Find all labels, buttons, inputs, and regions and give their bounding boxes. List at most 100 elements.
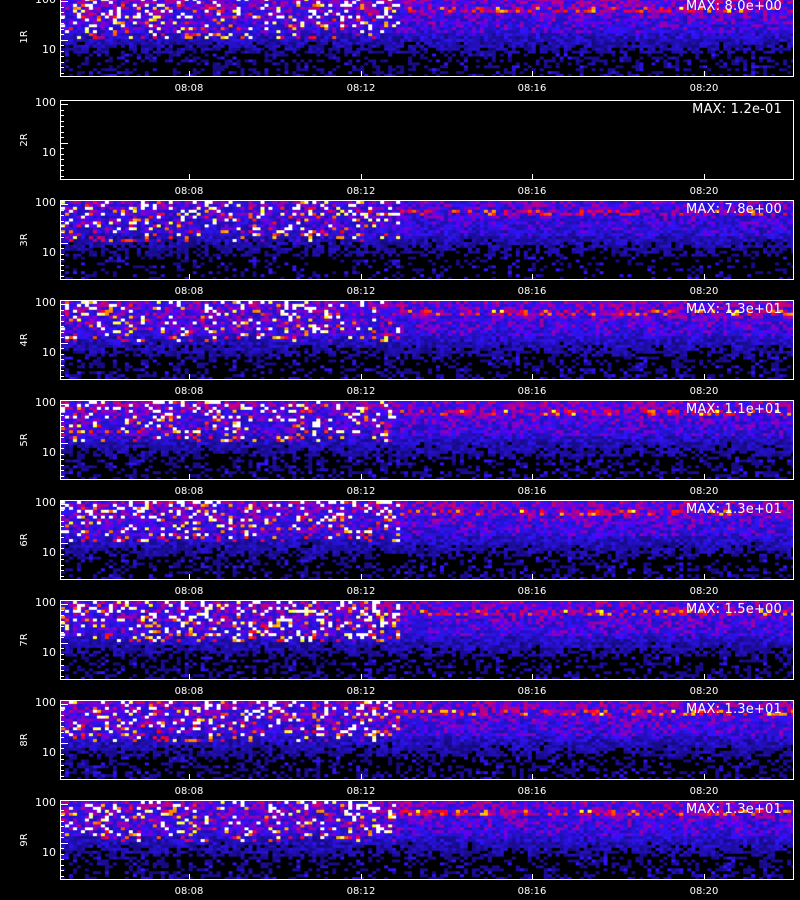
y-tick-mark (60, 620, 64, 622)
max-label: MAX: 7.8e+00 (685, 202, 782, 217)
x-tick-label: 08:20 (689, 686, 719, 697)
max-label: MAX: 1.3e+01 (685, 502, 782, 517)
y-tick-mark (60, 475, 64, 477)
x-tick-label: 08:20 (689, 286, 719, 297)
x-tick-mark (189, 274, 190, 280)
max-label: MAX: 1.5e+00 (685, 602, 782, 617)
x-tick-mark (532, 174, 533, 180)
y-tick-mark (60, 67, 64, 68)
y-tick-mark (60, 642, 68, 644)
y-tick-mark (60, 804, 68, 805)
x-tick-mark (189, 774, 190, 780)
y-tick-mark (60, 275, 64, 277)
panel-7R: 7R 100 10 08:08 08:12 08:16 08:20 MAX: 1.5e+00 (0, 596, 800, 700)
y-tick-mark (60, 437, 64, 438)
y-tick-label: 100 (35, 796, 56, 809)
y-tick-mark (60, 270, 64, 271)
x-tick-label: 08:12 (346, 186, 376, 197)
y-tick-mark (60, 631, 64, 633)
panel-label: 9R (19, 833, 31, 847)
x-tick-label: 08:20 (689, 486, 719, 497)
heatmap-plot (60, 800, 794, 880)
y-tick-mark (60, 370, 64, 371)
x-tick-label: 08:12 (346, 686, 376, 697)
heatmap-canvas (61, 601, 793, 679)
y-tick-mark (60, 709, 64, 711)
y-tick-label: 100 (35, 196, 56, 209)
x-tick-label: 08:08 (174, 83, 204, 94)
y-tick-mark (60, 648, 64, 649)
y-tick-mark (60, 609, 64, 611)
panel-label: 2R (19, 133, 31, 147)
x-tick-label: 08:16 (517, 386, 547, 397)
x-tick-mark (361, 174, 362, 180)
x-tick-label: 08:20 (689, 886, 719, 897)
x-tick-mark (704, 574, 705, 580)
y-tick-mark (60, 870, 64, 871)
x-tick-mark (189, 374, 190, 380)
y-tick-label: 100 (35, 596, 56, 609)
y-tick-mark (60, 504, 68, 505)
y-tick-mark (60, 6, 64, 8)
y-tick-mark (60, 237, 64, 238)
x-tick-label: 08:20 (689, 586, 719, 597)
x-tick-mark (361, 574, 362, 580)
max-label: MAX: 1.3e+01 (685, 802, 782, 817)
heatmap-plot (60, 200, 794, 280)
y-tick-mark (60, 264, 64, 266)
y-tick-mark (60, 331, 64, 333)
x-tick-label: 08:16 (517, 786, 547, 797)
y-tick-mark (60, 748, 64, 749)
heatmap-plot (60, 600, 794, 680)
y-tick-mark (60, 375, 64, 377)
heatmap-plot (60, 400, 794, 480)
y-tick-label: 10 (42, 846, 56, 859)
panel-2R: 2R 100 10 08:08 08:12 08:16 08:20 MAX: 1.2e-01 (0, 96, 800, 200)
x-tick-label: 08:12 (346, 486, 376, 497)
y-tick-mark (60, 226, 64, 227)
y-tick-mark (60, 570, 64, 571)
panel-1R: 1R 100 10 08:08 08:12 08:16 08:20 MAX: 8.0e+00 (0, 0, 800, 97)
panel-8R: 8R 100 10 08:08 08:12 08:16 08:20 MAX: 1.3e+01 (0, 696, 800, 800)
panel-4R: 4R 100 10 08:08 08:12 08:16 08:20 MAX: 1.3e+01 (0, 296, 800, 400)
y-tick-mark (60, 1, 68, 2)
y-tick-mark (60, 459, 64, 460)
x-tick-label: 08:12 (346, 83, 376, 94)
panel-label: 3R (19, 233, 31, 247)
heatmap-plot (60, 300, 794, 380)
y-tick-mark (60, 737, 64, 738)
y-tick-mark (60, 837, 64, 838)
y-tick-mark (60, 409, 64, 411)
x-tick-mark (532, 774, 533, 780)
x-tick-label: 08:12 (346, 286, 376, 297)
y-tick-mark (60, 720, 64, 722)
y-tick-mark (60, 670, 64, 671)
y-tick-mark (60, 626, 64, 627)
x-tick-mark (704, 374, 705, 380)
y-tick-mark (60, 842, 68, 844)
x-tick-mark (704, 474, 705, 480)
y-tick-mark (60, 759, 64, 760)
y-tick-mark (60, 104, 68, 105)
x-tick-mark (361, 374, 362, 380)
x-tick-label: 08:12 (346, 886, 376, 897)
y-tick-mark (60, 220, 64, 222)
y-tick-mark (60, 115, 64, 116)
y-tick-mark (60, 28, 64, 30)
panel-label: 1R (19, 30, 31, 44)
heatmap-plot (60, 100, 794, 180)
x-tick-label: 08:12 (346, 386, 376, 397)
x-tick-mark (704, 174, 705, 180)
y-tick-mark (60, 442, 68, 444)
y-tick-label: 10 (42, 246, 56, 259)
x-tick-label: 08:16 (517, 286, 547, 297)
heatmap-plot (60, 0, 794, 77)
y-tick-mark (60, 470, 64, 471)
y-tick-label: 100 (35, 496, 56, 509)
x-tick-mark (361, 474, 362, 480)
y-tick-mark (60, 242, 68, 244)
x-tick-label: 08:16 (517, 486, 547, 497)
y-tick-mark (60, 664, 64, 666)
y-tick-mark (60, 453, 64, 455)
